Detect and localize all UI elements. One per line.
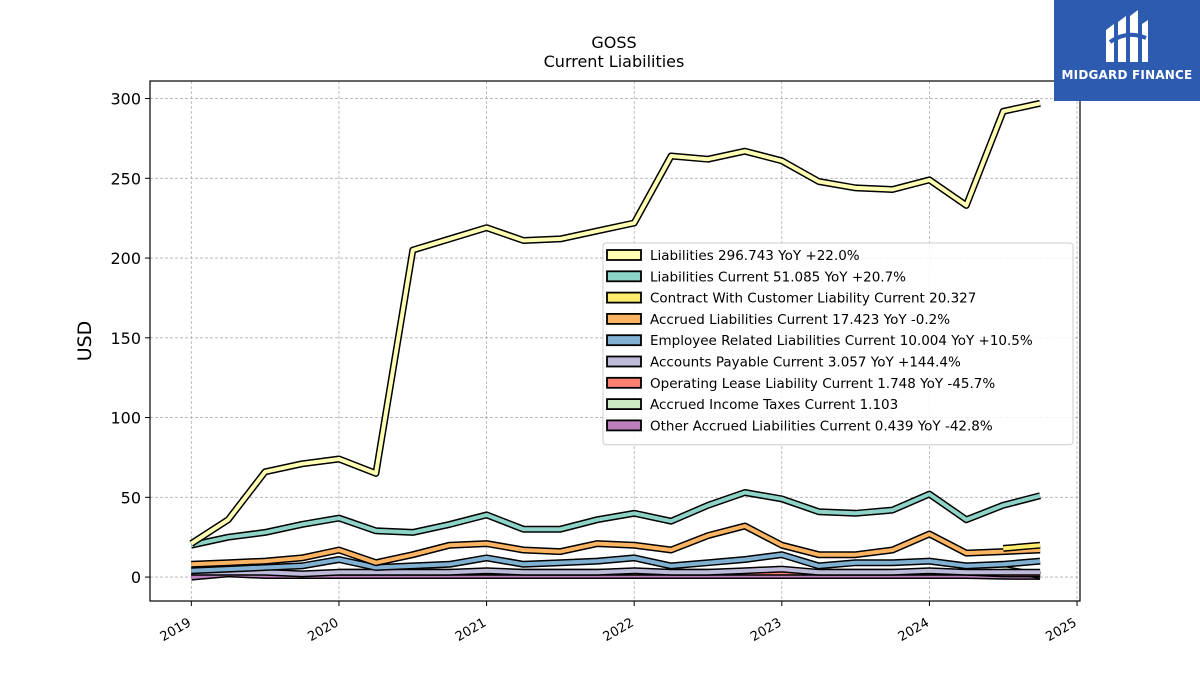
legend-swatch xyxy=(606,419,642,432)
y-tick-label: 250 xyxy=(110,169,141,188)
legend-swatch xyxy=(606,334,642,347)
series-4 xyxy=(191,522,1041,568)
legend-label: Operating Lease Liability Current 1.748 … xyxy=(650,376,995,392)
y-tick-label: 0 xyxy=(131,568,141,587)
logo-text: MIDGARD FINANCE xyxy=(1061,68,1193,82)
y-tick-label: 200 xyxy=(110,249,141,268)
legend-label: Liabilities Current 51.085 YoY +20.7% xyxy=(650,269,906,285)
legend-swatch xyxy=(606,355,642,368)
series-line xyxy=(191,552,1041,573)
series-5 xyxy=(191,551,1041,575)
legend-item: Contract With Customer Liability Current… xyxy=(606,291,976,307)
y-axis-label: USD xyxy=(74,321,96,362)
legend-item: Employee Related Liabilities Current 10.… xyxy=(606,333,1033,349)
logo-icon xyxy=(1106,10,1148,62)
series-3 xyxy=(1002,541,1041,552)
legend-label: Other Accrued Liabilities Current 0.439 … xyxy=(650,418,993,434)
legend-label: Accounts Payable Current 3.057 YoY +144.… xyxy=(650,355,961,371)
series-line xyxy=(1003,543,1041,551)
legend-swatch xyxy=(606,376,642,389)
y-tick-label: 100 xyxy=(110,409,141,428)
series-6 xyxy=(191,565,1041,578)
y-axis: 0 50 100 150 200 250 300 xyxy=(110,90,150,587)
legend-item: Liabilities 296.743 YoY +22.0% xyxy=(606,248,860,264)
plot-frame xyxy=(149,80,1081,602)
midgard-finance-logo: MIDGARD FINANCE xyxy=(1054,0,1200,101)
legend-item: Accounts Payable Current 3.057 YoY +144.… xyxy=(606,355,961,371)
legend-box xyxy=(602,242,1074,446)
legend-label: Accrued Liabilities Current 17.423 YoY -… xyxy=(650,312,950,328)
y-tick-label: 300 xyxy=(110,90,141,109)
legend-label: Liabilities 296.743 YoY +22.0% xyxy=(650,248,860,264)
chart-subtitle: Current Liabilities xyxy=(544,52,685,71)
legend-label: Accrued Income Taxes Current 1.103 xyxy=(650,397,898,413)
legend-item: Liabilities Current 51.085 YoY +20.7% xyxy=(606,269,906,285)
series-line xyxy=(190,490,1041,548)
y-tick-label: 50 xyxy=(121,488,141,507)
y-tick-label: 150 xyxy=(110,329,141,348)
chart-title: GOSS xyxy=(591,33,636,52)
legend-item: Accrued Income Taxes Current 1.103 xyxy=(606,397,898,413)
series-1 xyxy=(189,99,1041,547)
legend-item: Other Accrued Liabilities Current 0.439 … xyxy=(606,418,993,434)
legend-swatch xyxy=(606,312,642,325)
series-layer xyxy=(189,99,1041,581)
legend-swatch xyxy=(606,398,642,411)
series-line xyxy=(191,567,1041,576)
legend-label: Employee Related Liabilities Current 10.… xyxy=(650,333,1033,349)
legend-swatch xyxy=(606,270,642,283)
legend: Liabilities 296.743 YoY +22.0% Liabilitie… xyxy=(602,242,1074,446)
legend-swatch xyxy=(606,291,642,304)
series-line xyxy=(191,524,1041,567)
legend-item: Operating Lease Liability Current 1.748 … xyxy=(606,376,995,392)
series-2 xyxy=(190,489,1041,549)
series-line xyxy=(190,101,1041,546)
legend-swatch xyxy=(606,249,642,261)
legend-label: Contract With Customer Liability Current… xyxy=(650,291,976,307)
legend-item: Accrued Liabilities Current 17.423 YoY -… xyxy=(606,312,950,328)
